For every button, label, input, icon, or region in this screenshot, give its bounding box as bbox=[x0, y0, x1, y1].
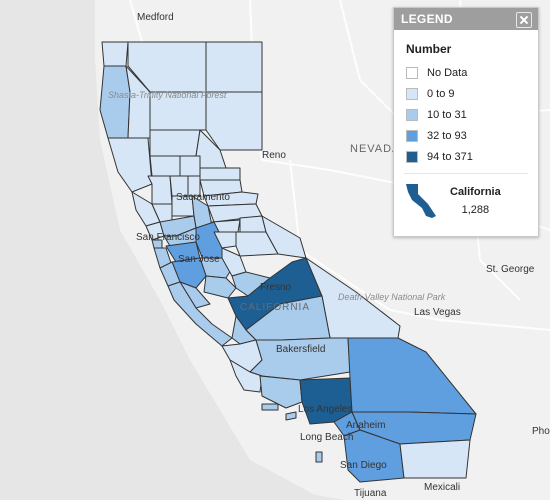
city-anaheim: Anaheim bbox=[346, 420, 385, 431]
county-del-norte[interactable] bbox=[101, 41, 129, 67]
legend-item-label: 0 to 9 bbox=[427, 87, 455, 100]
county-glenn[interactable] bbox=[149, 155, 181, 177]
county-lassen[interactable] bbox=[205, 91, 263, 151]
summary-value: 1,288 bbox=[461, 204, 490, 216]
label-shasta-trinity: Shasta-Trinity National Forest bbox=[108, 90, 227, 100]
city-fresno: Fresno bbox=[260, 282, 292, 293]
city-mexicali: Mexicali bbox=[424, 482, 460, 493]
map-labels: NEVADA CALIFORNIA Shasta-Trinity Nationa… bbox=[108, 12, 550, 499]
legend-divider bbox=[404, 173, 528, 174]
city-reno: Reno bbox=[262, 150, 286, 161]
legend-item-label: 94 to 371 bbox=[427, 150, 473, 163]
city-san-jose: San Jose bbox=[178, 254, 220, 265]
city-tijuana: Tijuana bbox=[354, 488, 387, 499]
county-merced[interactable] bbox=[203, 275, 237, 299]
legend-swatch bbox=[406, 87, 418, 100]
legend-item-label: No Data bbox=[427, 66, 468, 79]
city-st-george: St. George bbox=[486, 264, 535, 275]
city-san-francisco: San Francisco bbox=[136, 232, 200, 243]
county-tuolumne[interactable] bbox=[235, 231, 279, 257]
legend-item-label: 32 to 93 bbox=[427, 129, 467, 142]
legend-swatch bbox=[406, 129, 418, 142]
city-long-beach: Long Beach bbox=[300, 432, 353, 443]
legend-swatch bbox=[406, 66, 418, 79]
county-layer bbox=[99, 41, 477, 483]
legend-title: Number bbox=[406, 42, 452, 56]
county-ventura[interactable] bbox=[259, 375, 303, 409]
legend-summary: California 1,288 bbox=[404, 182, 538, 220]
county-tehama[interactable] bbox=[149, 129, 201, 157]
county-kern[interactable] bbox=[249, 337, 351, 381]
city-sacramento: Sacramento bbox=[176, 192, 230, 203]
city-las-vegas: Las Vegas bbox=[414, 307, 461, 318]
county-placer[interactable] bbox=[203, 191, 259, 207]
legend-item: No Data bbox=[406, 62, 538, 83]
county-butte[interactable] bbox=[179, 155, 201, 177]
legend-header-text: LEGEND bbox=[401, 12, 453, 26]
county-mono[interactable] bbox=[261, 215, 307, 259]
county-lake[interactable] bbox=[147, 175, 173, 205]
legend-swatch bbox=[406, 108, 418, 121]
legend-swatch bbox=[406, 150, 418, 163]
county-sierra[interactable] bbox=[199, 167, 241, 181]
county-mendocino[interactable] bbox=[107, 137, 153, 193]
channel-islands[interactable] bbox=[261, 403, 323, 463]
county-sutter[interactable] bbox=[187, 175, 201, 197]
county-imperial[interactable] bbox=[399, 439, 471, 479]
summary-name: California bbox=[450, 186, 501, 198]
label-death-valley: Death Valley National Park bbox=[338, 292, 446, 302]
legend-item: 32 to 93 bbox=[406, 125, 538, 146]
label-california: CALIFORNIA bbox=[240, 302, 310, 313]
label-nevada: NEVADA bbox=[350, 143, 400, 155]
city-los-angeles: Los Angeles bbox=[298, 404, 353, 415]
city-bakersfield: Bakersfield bbox=[276, 344, 325, 355]
california-shape-icon bbox=[406, 184, 436, 218]
legend-item: 10 to 31 bbox=[406, 104, 538, 125]
close-icon[interactable] bbox=[516, 12, 532, 28]
legend-header: LEGEND bbox=[394, 8, 538, 30]
county-modoc[interactable] bbox=[205, 41, 263, 93]
legend-item: 0 to 9 bbox=[406, 83, 538, 104]
county-humboldt[interactable] bbox=[99, 65, 131, 139]
city-medford: Medford bbox=[137, 12, 174, 23]
city-phoenix: Phoenix bbox=[532, 426, 550, 437]
legend-panel: LEGEND Number No Data 0 to 9 10 to 31 32 to… bbox=[393, 7, 539, 237]
legend-item: 94 to 371 bbox=[406, 146, 538, 167]
city-san-diego: San Diego bbox=[340, 460, 387, 471]
summary-text: California 1,288 bbox=[450, 182, 501, 216]
legend-item-label: 10 to 31 bbox=[427, 108, 467, 121]
county-santa-barbara[interactable] bbox=[229, 359, 263, 393]
legend-items: No Data 0 to 9 10 to 31 32 to 93 94 to 371 bbox=[394, 62, 538, 167]
